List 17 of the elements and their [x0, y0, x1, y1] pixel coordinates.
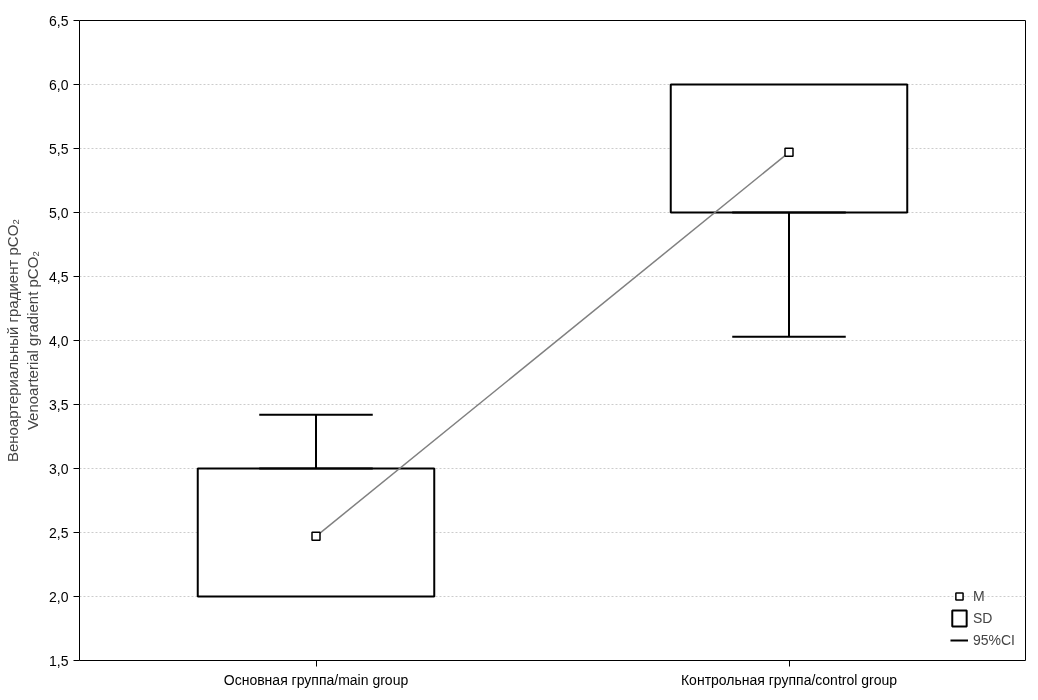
annotation: 95%CI	[972, 632, 1015, 648]
legend-label: M	[972, 588, 986, 604]
legend-label: SD	[972, 610, 993, 626]
y-tick-label: 5,5	[49, 140, 69, 157]
y-tick-label: 6,0	[49, 76, 69, 93]
y-tick-label: 1,5	[49, 652, 69, 669]
y-tick-label: 2,5	[49, 524, 69, 541]
y-tick-label: 2,0	[49, 588, 69, 605]
y-tick-label: 4,5	[49, 268, 69, 285]
x-tick-label: Основная группа/main group	[223, 671, 409, 688]
y-axis-title: Веноартериальный градиент pCO₂ Venoarterial gradient pCO₂	[3, 218, 42, 463]
y-tick-label: 6,5	[49, 12, 69, 29]
y-tick-label: 3,0	[49, 460, 69, 477]
x-tick-label: Контрольная группа/control group	[680, 671, 898, 688]
y-tick-label: 5,0	[49, 204, 69, 221]
y-tick-label: 4,0	[49, 332, 69, 349]
y-tick-label: 3,5	[49, 396, 69, 413]
